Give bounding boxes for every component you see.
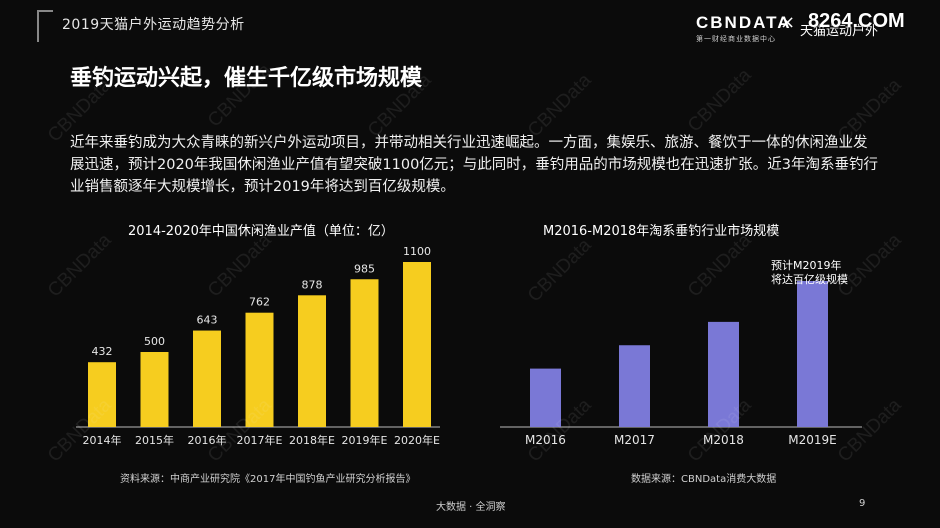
- x-tick-label: M2018: [703, 433, 744, 447]
- cbndata-logo: CBNDATA 第一财经商业数据中心: [696, 13, 792, 44]
- right-chart-title: M2016-M2018年淘系垂钓行业市场规模: [543, 224, 780, 239]
- page-number: 9: [859, 498, 866, 509]
- bar-value-label: 1100: [403, 245, 431, 258]
- bar: [245, 312, 274, 427]
- right-chart-source: 数据来源：CBNData消费大数据: [631, 474, 777, 485]
- logo-tagline: 第一财经商业数据中心: [696, 35, 776, 43]
- site-watermark: 8264.COM: [808, 10, 905, 32]
- intro-paragraph: 近年来垂钓成为大众青睐的新兴户外运动项目，并带动相关行业迅速崛起。一方面，集娱乐…: [70, 135, 879, 195]
- bar-value-label: 643: [197, 314, 218, 327]
- bar: [88, 362, 116, 427]
- bar: [708, 321, 739, 427]
- left-chart-source: 资料来源：中商产业研究院《2017年中国钓鱼产业研究分析报告》: [120, 474, 416, 485]
- left-chart-title: 2014-2020年中国休闲渔业产值（单位：亿）: [128, 224, 394, 239]
- bar: [797, 281, 828, 427]
- bar-value-label: 432: [92, 345, 113, 358]
- bar: [140, 352, 169, 427]
- bar: [403, 262, 431, 427]
- x-tick-label: 2016年: [188, 433, 227, 447]
- bar: [530, 368, 561, 427]
- bar-value-label: 762: [249, 296, 270, 309]
- corner-bracket: [37, 10, 53, 42]
- bar-value-label: 985: [354, 262, 375, 275]
- x-tick-label: 2015年: [135, 433, 174, 447]
- bar-value-label: 878: [302, 278, 323, 291]
- x-tick-label: 2019年E: [342, 433, 388, 447]
- x-tick-label: M2019E: [788, 433, 836, 447]
- bar: [619, 345, 650, 427]
- x-tick-label: 2017年E: [237, 433, 283, 447]
- forecast-annotation: 将达百亿级规模: [771, 272, 848, 286]
- x-tick-label: 2014年: [83, 433, 122, 447]
- footer-text: 大数据 · 全洞察: [436, 502, 506, 513]
- x-tick-label: 2020年E: [394, 433, 440, 447]
- bar-value-label: 500: [144, 335, 165, 348]
- page-title: 垂钓运动兴起，催生千亿级市场规模: [70, 66, 423, 91]
- x-tick-label: M2016: [525, 433, 566, 447]
- bar: [298, 295, 326, 427]
- logo-brand: CBNDATA: [696, 13, 792, 32]
- bar: [350, 279, 379, 427]
- forecast-annotation: 预计M2019年: [771, 258, 842, 272]
- x-tick-label: M2017: [614, 433, 655, 447]
- bar: [193, 330, 221, 427]
- section-title: 2019天猫户外运动趋势分析: [62, 17, 245, 33]
- tmall-sports-logo: 天猫运动户外: [800, 24, 879, 39]
- x-tick-label: 2018年E: [289, 433, 335, 447]
- logo-separator: ×: [780, 12, 796, 33]
